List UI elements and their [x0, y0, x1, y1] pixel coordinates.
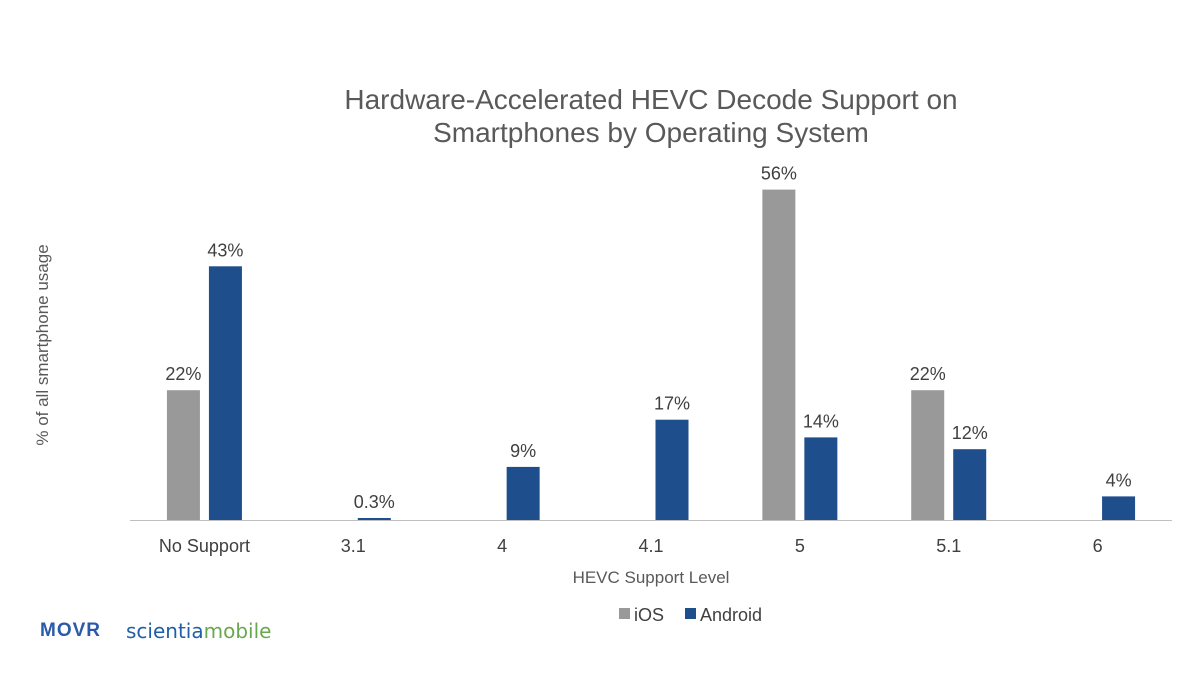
data-label-android-4-1: 17%: [654, 394, 690, 414]
data-labels-group: 22% 43% 0.3% 9% 17% 56% 14% 22% 12% 4%: [165, 164, 1131, 512]
x-tick-label-5-1: 5.1: [936, 536, 961, 556]
data-label-android-4: 9%: [510, 441, 536, 461]
scientiamobile-logo-part-2: mobile: [203, 619, 272, 643]
bar-ios-5: [762, 189, 796, 520]
bar-ios-5-1: [911, 390, 945, 520]
x-tick-label-no-support: No Support: [159, 536, 250, 556]
x-axis-title: HEVC Support Level: [573, 568, 730, 587]
bars-group: [166, 189, 1136, 520]
bar-android-4: [506, 466, 540, 520]
bar-android-5-1: [953, 449, 987, 520]
data-label-android-5: 14%: [803, 411, 839, 431]
bar-android-no-support: [208, 266, 242, 520]
x-tick-labels-group: No Support 3.1 4 4.1 5 5.1 6: [159, 536, 1103, 556]
x-tick-label-3-1: 3.1: [341, 536, 366, 556]
data-label-android-5-1: 12%: [952, 423, 988, 443]
bar-android-4-1: [655, 419, 689, 520]
x-tick-label-5: 5: [795, 536, 805, 556]
data-label-ios-no-support: 22%: [165, 364, 201, 384]
x-tick-label-4: 4: [497, 536, 507, 556]
chart-title-line-1: Hardware-Accelerated HEVC Decode Support…: [344, 84, 957, 115]
x-tick-label-6: 6: [1093, 536, 1103, 556]
data-label-android-6: 4%: [1106, 470, 1132, 490]
scientiamobile-logo: scientiamobile: [126, 619, 271, 643]
legend-label-ios: iOS: [634, 605, 664, 625]
data-label-ios-5-1: 22%: [910, 364, 946, 384]
legend-label-android: Android: [700, 605, 762, 625]
bar-android-3-1: [357, 518, 391, 520]
legend-swatch-android: [685, 608, 696, 619]
data-label-ios-5: 56%: [761, 164, 797, 184]
chart-title-line-2: Smartphones by Operating System: [433, 117, 869, 148]
bar-ios-no-support: [166, 390, 200, 520]
bar-android-5: [804, 437, 838, 520]
data-label-android-no-support: 43%: [207, 240, 243, 260]
legend: iOS Android: [619, 605, 762, 625]
movr-logo: MOVR: [40, 620, 101, 641]
data-label-android-3-1: 0.3%: [354, 492, 395, 512]
x-tick-label-4-1: 4.1: [638, 536, 663, 556]
legend-swatch-ios: [619, 608, 630, 619]
y-axis-title: % of all smartphone usage: [33, 244, 52, 445]
scientiamobile-logo-part-1: scientia: [126, 619, 204, 643]
bar-android-6: [1102, 496, 1136, 520]
